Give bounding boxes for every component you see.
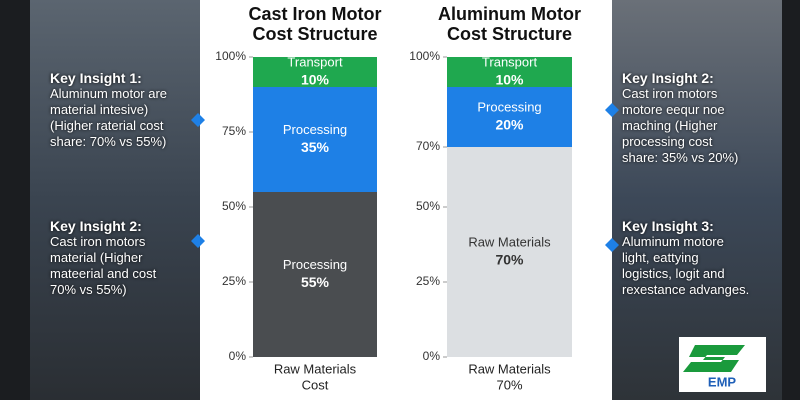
edge [0,0,30,400]
segment-name: Processing [283,257,347,272]
chart-title: Cast Iron Motor [249,4,382,24]
right-photo [610,0,782,400]
insight-text: Aluminum motor are material intesive) (H… [50,86,168,149]
segment-name: Processing [283,122,347,137]
segment-name: Processing [477,99,541,114]
segment-value: 70% [495,252,524,268]
insight-title: Key Insight 2: [622,70,714,86]
y-tick-label: 0% [229,349,247,363]
segment-value: 35% [301,139,330,155]
left-photo [30,0,202,400]
y-tick-label: 70% [416,139,440,153]
insight-text: Cast iron motors motore eequr noe machin… [622,86,739,165]
y-tick-label: 25% [222,274,246,288]
x-label: Cost [302,377,329,392]
insight: Key Insight 3: Aluminum motore light, eat… [622,218,752,298]
y-tick-label: 25% [416,274,440,288]
y-tick-label: 100% [409,49,440,63]
x-label: Raw Materials [468,361,551,376]
insight-title: Key Insight 3: [622,218,714,234]
chart-title: Cost Structure [252,24,377,44]
y-tick-label: 50% [222,199,246,213]
logo-icon [683,345,745,372]
bar-segment [447,57,572,87]
bar-segment [447,87,572,147]
bar-segment [447,147,572,357]
segment-name: Transport [287,54,343,69]
chart-title: Cost Structure [447,24,572,44]
insight: Key Insight 2: Cast iron motors material … [50,218,170,298]
insight-title: Key Insight 1: [50,70,142,86]
bar-segment [253,57,377,87]
logo-text: EMP [708,374,737,389]
y-tick-label: 100% [215,49,246,63]
y-tick-label: 0% [423,349,441,363]
x-label: 70% [496,377,522,392]
x-label: Raw Materials [274,361,357,376]
y-tick-label: 75% [222,124,246,138]
chart-title: Aluminum Motor [438,4,581,24]
insight-text: Aluminum motore light, eattying logistic… [622,234,750,297]
insight-title: Key Insight 2: [50,218,142,234]
insight-text: Cast iron motors material (Higher mateer… [50,234,157,297]
insight: Key Insight 1: Aluminum motor are materia… [50,70,190,150]
bar-segment [253,87,377,192]
segment-value: 55% [301,274,330,290]
bar-segment [253,192,377,357]
segment-value: 10% [301,72,330,88]
segment-value: 20% [495,117,524,133]
y-tick-label: 50% [416,199,440,213]
segment-name: Raw Materials [468,234,551,249]
segment-value: 10% [495,72,524,88]
edge [782,0,800,400]
segment-name: Transport [482,54,538,69]
insight: Key Insight 2: Cast iron motors motore ee… [622,70,752,166]
